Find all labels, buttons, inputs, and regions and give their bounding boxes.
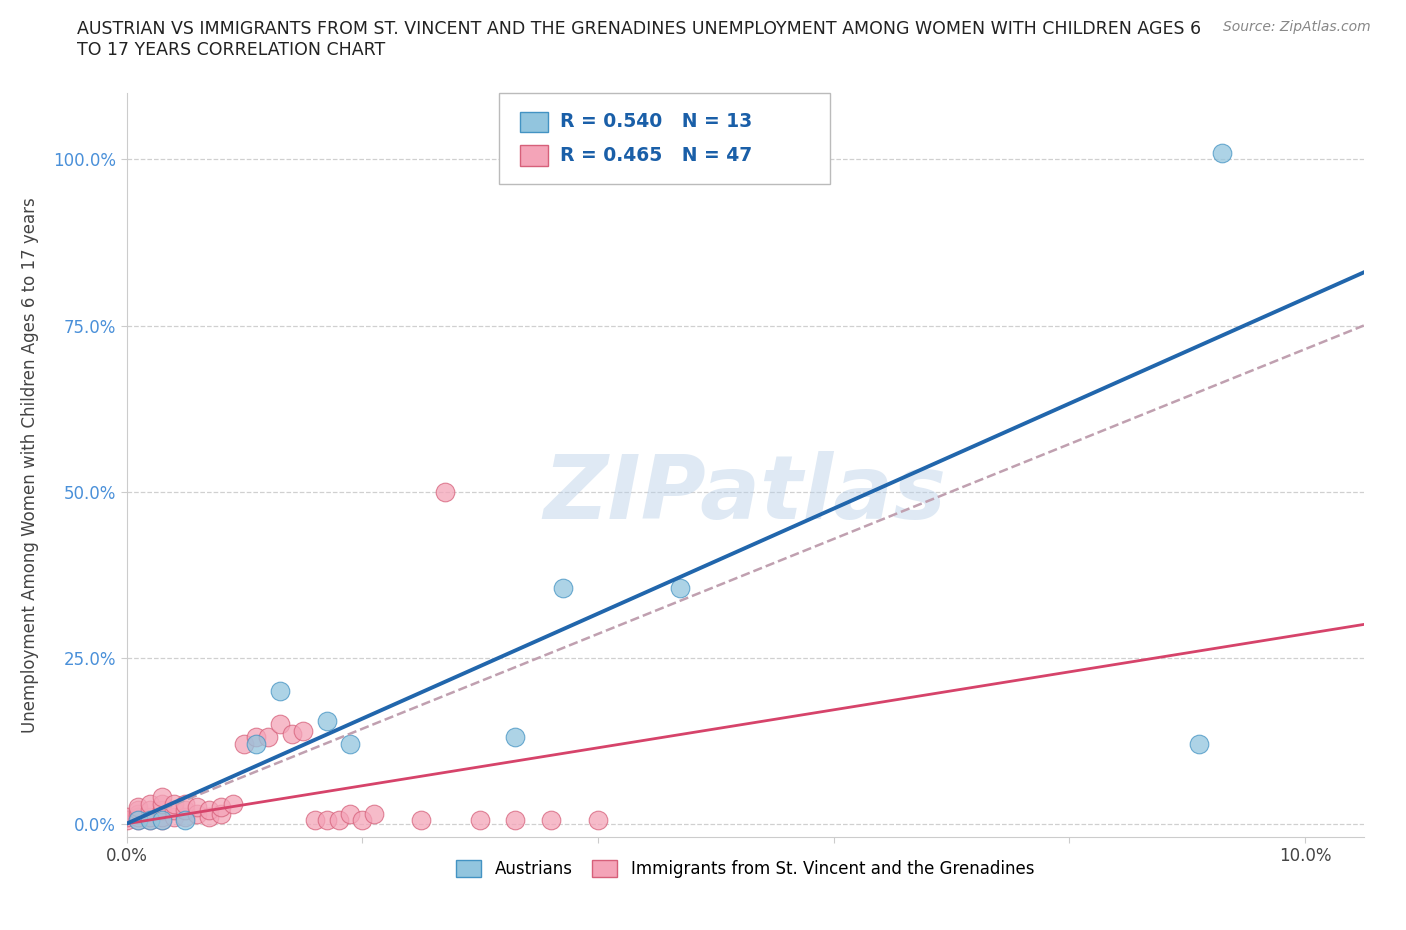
Point (1211, 145, 1233, 160)
Text: TO 17 YEARS CORRELATION CHART: TO 17 YEARS CORRELATION CHART (77, 41, 385, 59)
Text: AUSTRIAN VS IMMIGRANTS FROM ST. VINCENT AND THE GRENADINES UNEMPLOYMENT AMONG WO: AUSTRIAN VS IMMIGRANTS FROM ST. VINCENT … (77, 20, 1202, 38)
Point (150, 790, 173, 804)
Point (269, 684, 291, 698)
Point (304, 813, 326, 828)
Point (139, 803, 162, 817)
Point (150, 803, 173, 817)
Point (339, 737, 361, 751)
Point (127, 810, 149, 825)
Point (363, 806, 385, 821)
Point (163, 810, 186, 825)
Point (198, 810, 221, 825)
Text: R = 0.540   N = 13: R = 0.540 N = 13 (560, 113, 752, 131)
Point (551, 580, 574, 595)
Point (505, 813, 527, 828)
Point (127, 800, 149, 815)
Point (127, 803, 149, 817)
Point (139, 813, 162, 828)
Point (233, 737, 256, 751)
Point (1188, 737, 1211, 751)
Point (505, 730, 527, 745)
Text: Source: ZipAtlas.com: Source: ZipAtlas.com (1223, 20, 1371, 34)
Point (174, 813, 197, 828)
Point (292, 724, 315, 738)
Point (209, 800, 232, 815)
Point (127, 813, 149, 828)
Point (127, 806, 149, 821)
Point (174, 803, 197, 817)
Point (669, 580, 692, 595)
Point (245, 737, 267, 751)
Point (245, 730, 267, 745)
Point (163, 803, 186, 817)
Point (339, 806, 361, 821)
Point (150, 813, 173, 828)
Text: R = 0.465   N = 47: R = 0.465 N = 47 (560, 146, 752, 165)
Point (352, 813, 374, 828)
Point (586, 813, 609, 828)
Point (150, 813, 173, 828)
Point (221, 796, 243, 811)
Point (269, 717, 291, 732)
Point (411, 813, 433, 828)
Point (186, 800, 208, 815)
Text: ZIPatlas: ZIPatlas (544, 451, 946, 538)
Y-axis label: Unemployment Among Women with Children Ages 6 to 17 years: Unemployment Among Women with Children A… (21, 197, 39, 733)
Point (115, 810, 138, 825)
Point (163, 796, 186, 811)
Point (150, 796, 173, 811)
Point (139, 796, 162, 811)
Point (139, 813, 162, 828)
Point (315, 713, 337, 728)
Point (328, 813, 350, 828)
Point (315, 813, 337, 828)
Point (280, 726, 302, 741)
Point (186, 806, 208, 821)
Point (257, 730, 280, 745)
Point (174, 810, 197, 825)
Point (198, 803, 221, 817)
Point (433, 485, 456, 499)
Point (540, 813, 562, 828)
Point (150, 810, 173, 825)
Point (209, 806, 232, 821)
Point (127, 813, 149, 828)
Point (174, 796, 197, 811)
Legend: Austrians, Immigrants from St. Vincent and the Grenadines: Austrians, Immigrants from St. Vincent a… (450, 853, 1040, 884)
Point (115, 813, 138, 828)
Point (468, 813, 491, 828)
Point (139, 810, 162, 825)
